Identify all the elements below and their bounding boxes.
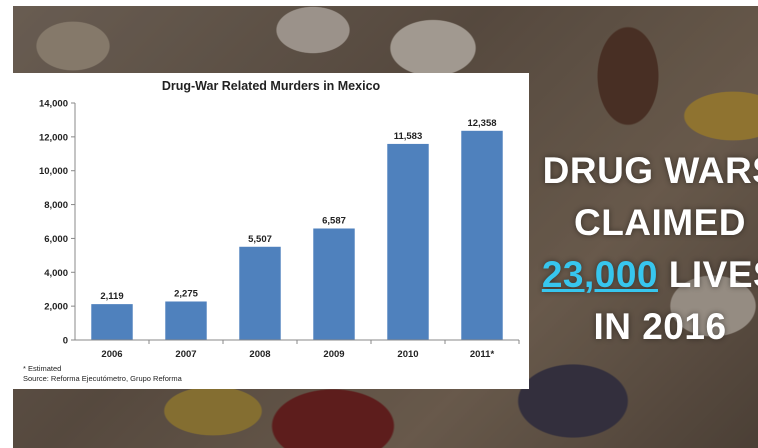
headline: DRUG WARS CLAIMED 23,000 LIVES IN 2016 <box>530 145 758 353</box>
bar-2009 <box>313 228 355 340</box>
bar-2008 <box>239 246 281 340</box>
bar-value-label: 2,275 <box>174 288 198 299</box>
bar-2011 <box>461 130 503 340</box>
y-tick-label: 2,000 <box>44 302 68 313</box>
x-tick-label: 2010 <box>397 349 418 360</box>
headline-line-1: DRUG WARS <box>542 150 758 191</box>
y-tick-label: 14,000 <box>39 99 68 110</box>
bar-value-label: 11,583 <box>394 131 423 142</box>
chart-source: Source: Reforma Ejecutómetro, Grupo Refo… <box>23 374 182 383</box>
x-tick-label: 2008 <box>249 349 270 360</box>
chart-title: Drug-War Related Murders in Mexico <box>162 79 381 93</box>
x-tick-label: 2007 <box>175 349 196 360</box>
y-tick-label: 10,000 <box>39 166 68 177</box>
y-tick-label: 8,000 <box>44 200 68 211</box>
y-tick-label: 0 <box>63 336 68 347</box>
bar-2010 <box>387 143 429 340</box>
headline-line-2: CLAIMED <box>573 202 747 243</box>
y-axis: 0 2,000 4,000 6,000 8,000 10,000 12,000 14,000 <box>39 99 76 347</box>
y-tick-label: 4,000 <box>44 268 68 279</box>
x-axis: 2006 2007 2008 2009 2010 2011* <box>75 339 520 360</box>
bar-2006 <box>91 304 133 340</box>
bar-2007 <box>165 301 207 340</box>
headline-line-3-rest: LIVES <box>668 254 758 295</box>
y-tick-label: 6,000 <box>44 234 68 245</box>
bar-value-label: 6,587 <box>322 215 346 226</box>
bar-value-label: 2,119 <box>100 291 123 302</box>
y-tick-label: 12,000 <box>39 132 68 143</box>
chart-card: Drug-War Related Murders in Mexico 0 2,00… <box>13 73 529 389</box>
x-tick-label: 2006 <box>101 349 122 360</box>
headline-highlight-number[interactable]: 23,000 <box>541 254 658 295</box>
chart-footnote: * Estimated <box>23 364 62 373</box>
x-tick-label: 2011* <box>470 349 495 360</box>
bars: 2,119 2,275 5,507 6,587 11,583 12,358 <box>91 118 503 340</box>
bar-chart: Drug-War Related Murders in Mexico 0 2,00… <box>39 79 520 360</box>
headline-line-3: 23,000 LIVES <box>530 249 758 301</box>
headline-line-4: IN 2016 <box>593 306 727 347</box>
bar-value-label: 5,507 <box>248 234 272 245</box>
x-tick-label: 2009 <box>323 349 344 360</box>
bar-value-label: 12,358 <box>467 118 496 129</box>
